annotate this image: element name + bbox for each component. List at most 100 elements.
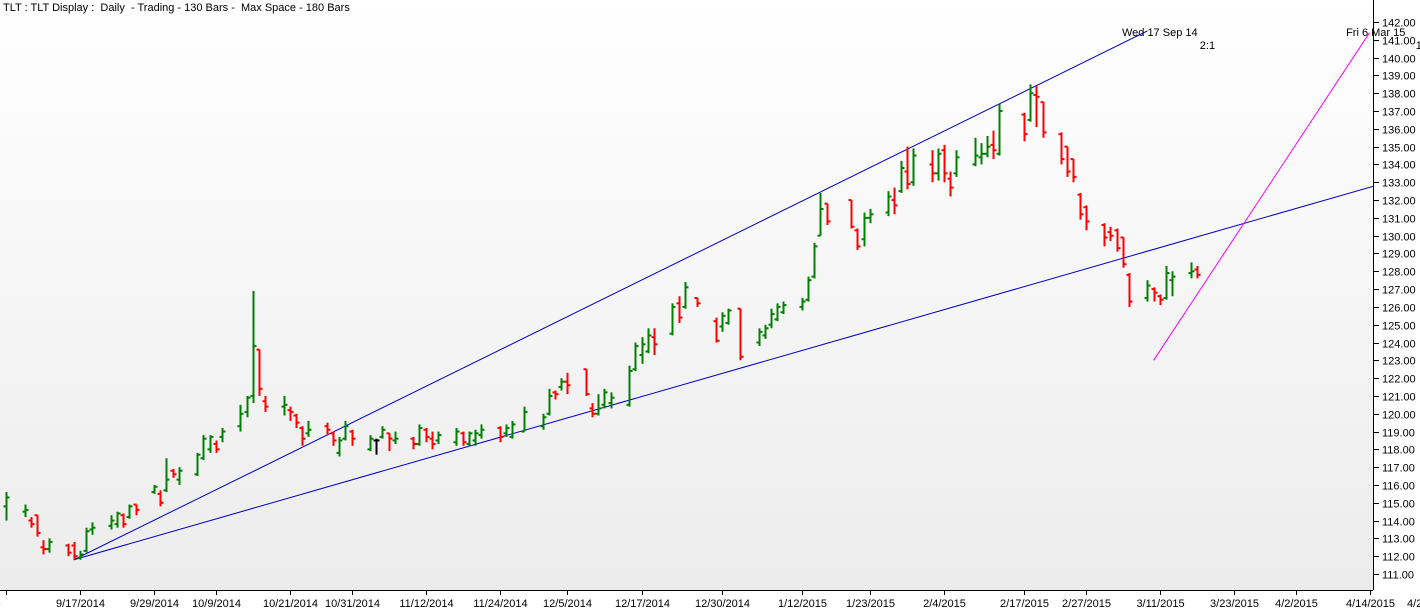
x-tick-label: 1/23/2015 bbox=[846, 598, 895, 610]
ohlc-bar bbox=[120, 513, 127, 528]
x-tick-label: 2/17/2015 bbox=[1000, 598, 1049, 610]
date-axis[interactable]: 2014 9/17/2014 9/29/2014 10/9/2014 10/21/201… bbox=[0, 590, 1420, 610]
ohlc-bar bbox=[645, 328, 652, 354]
ohlc-bar bbox=[626, 365, 633, 407]
ohlc-bar bbox=[423, 427, 430, 443]
y-tick-label: 139.00 bbox=[1382, 71, 1416, 83]
ohlc-bar bbox=[305, 420, 312, 437]
ohlc-bar bbox=[540, 413, 547, 430]
x-tick-label: 11/12/2014 bbox=[399, 598, 453, 610]
ohlc-bar bbox=[972, 137, 979, 167]
ohlc-bar bbox=[639, 337, 646, 364]
ohlc-bar bbox=[780, 301, 787, 315]
y-tick-label: 127.00 bbox=[1382, 285, 1416, 297]
ohlc-bar bbox=[929, 150, 936, 183]
ohlc-bar bbox=[287, 406, 294, 421]
y-tick-label: 140.00 bbox=[1382, 54, 1416, 66]
ohlc-bar bbox=[151, 484, 158, 494]
y-tick-label: 128.00 bbox=[1382, 267, 1416, 279]
x-tick-label: 9/17/2014 bbox=[56, 598, 105, 610]
ohlc-bar bbox=[583, 368, 590, 396]
price-bars bbox=[3, 84, 1201, 560]
ohlc-bar bbox=[1070, 158, 1077, 183]
ohlc-bar bbox=[281, 395, 288, 416]
y-tick-label: 122.00 bbox=[1382, 374, 1416, 386]
ohlc-bar bbox=[157, 490, 164, 507]
y-tick-label: 131.00 bbox=[1382, 214, 1416, 226]
ohlc-bar bbox=[774, 303, 781, 322]
fan-line-2x1 bbox=[73, 30, 1148, 561]
y-tick-label: 130.00 bbox=[1382, 232, 1416, 244]
x-tick-label: 4/2/2015 bbox=[1275, 598, 1318, 610]
ohlc-bar bbox=[1107, 226, 1114, 242]
ohlc-bar bbox=[984, 135, 991, 158]
ohlc-bar bbox=[756, 328, 763, 347]
ohlc-bar bbox=[848, 199, 855, 229]
ohlc-bar bbox=[22, 504, 29, 518]
y-tick-label: 134.00 bbox=[1382, 160, 1416, 172]
ohlc-bar bbox=[34, 514, 41, 537]
ohlc-bar bbox=[601, 388, 608, 409]
ohlc-bar bbox=[953, 150, 960, 177]
ohlc-bar bbox=[1027, 84, 1034, 122]
ohlc-bar bbox=[725, 308, 732, 325]
ohlc-bar bbox=[293, 413, 300, 428]
ohlc-bar bbox=[552, 390, 559, 400]
x-tick-label: 9/29/2014 bbox=[130, 598, 179, 610]
y-tick-label: 129.00 bbox=[1382, 249, 1416, 261]
ohlc-bar bbox=[682, 281, 689, 309]
ohlc-bar bbox=[114, 511, 121, 528]
ohlc-bar bbox=[978, 143, 985, 165]
ohlc-bar bbox=[200, 435, 207, 461]
annotation-ratio: 1:2 bbox=[1416, 40, 1420, 52]
ohlc-bar bbox=[213, 440, 220, 453]
y-tick-label: 119.00 bbox=[1382, 428, 1415, 440]
ohlc-bar bbox=[237, 404, 244, 432]
x-tick-label: 10/21/2014 bbox=[263, 598, 318, 610]
ohlc-bar bbox=[342, 420, 349, 441]
y-tick-label: 141.00 bbox=[1382, 36, 1416, 48]
ohlc-bar bbox=[719, 312, 726, 332]
ohlc-bar bbox=[1058, 132, 1065, 165]
y-tick-label: 142.00 bbox=[1382, 18, 1416, 30]
ohlc-bar bbox=[373, 438, 380, 455]
ohlc-bar bbox=[349, 429, 356, 446]
y-tick-label: 123.00 bbox=[1382, 356, 1416, 368]
y-tick-label: 113.00 bbox=[1382, 534, 1415, 546]
ohlc-bar bbox=[176, 467, 183, 485]
ohlc-bar bbox=[891, 187, 898, 215]
ohlc-bar bbox=[861, 212, 868, 247]
y-tick-label: 117.00 bbox=[1382, 463, 1415, 475]
price-axis[interactable]: 111.00 112.00 113.00 114.00 115.00 116.00 117.… bbox=[1373, 0, 1416, 590]
ohlc-bar bbox=[676, 296, 683, 323]
x-tick-label: 3/23/2015 bbox=[1210, 598, 1259, 610]
ohlc-bar bbox=[256, 348, 263, 396]
ohlc-bar bbox=[737, 307, 744, 361]
y-tick-label: 126.00 bbox=[1382, 303, 1416, 315]
x-tick-label: 2014 bbox=[0, 598, 1, 610]
ohlc-bar bbox=[170, 468, 177, 478]
trend-lines bbox=[73, 30, 1373, 561]
ohlc-bar bbox=[207, 435, 214, 453]
ohlc-bar bbox=[77, 550, 84, 560]
x-tick-label: 2/4/2015 bbox=[923, 598, 966, 610]
ohlc-bar bbox=[460, 431, 467, 446]
ohlc-bar bbox=[40, 540, 47, 555]
ohlc-bar bbox=[324, 422, 331, 436]
ohlc-bar bbox=[941, 144, 948, 183]
ohlc-bar bbox=[244, 395, 251, 418]
ohlc-bar bbox=[65, 543, 72, 557]
annotation-date: Wed 17 Sep 14 bbox=[1122, 27, 1198, 39]
y-tick-label: 115.00 bbox=[1382, 499, 1415, 511]
x-tick-label: 4/14/2015 bbox=[1346, 598, 1395, 610]
ohlc-bar bbox=[1151, 287, 1158, 302]
ohlc-bar bbox=[3, 492, 10, 521]
y-tick-label: 114.00 bbox=[1382, 517, 1415, 529]
ohlc-bar bbox=[996, 103, 1003, 156]
ohlc-bar bbox=[163, 458, 170, 493]
ohlc-bar bbox=[805, 276, 812, 302]
x-tick-label: 10/9/2014 bbox=[192, 598, 241, 610]
ohlc-bar bbox=[898, 160, 905, 193]
